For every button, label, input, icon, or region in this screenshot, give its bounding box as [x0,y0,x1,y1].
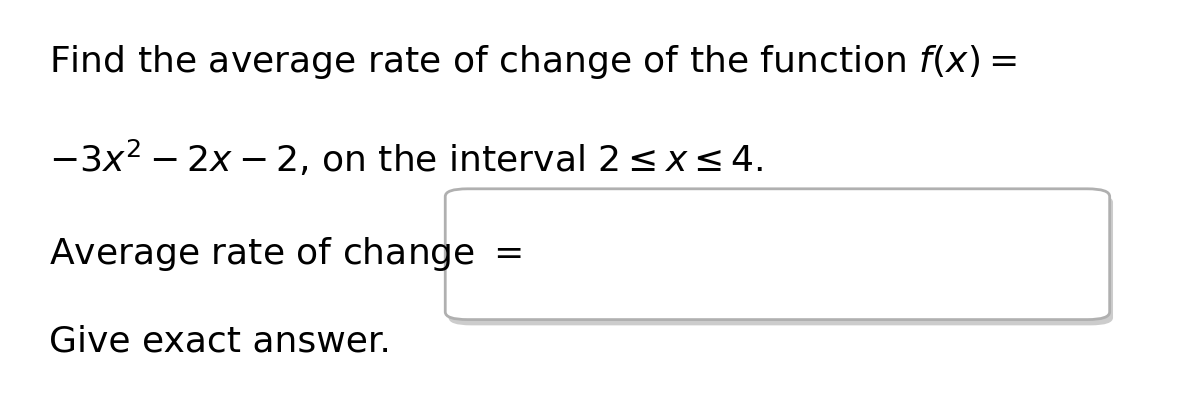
Text: Give exact answer.: Give exact answer. [49,324,391,358]
FancyBboxPatch shape [449,195,1114,325]
FancyBboxPatch shape [445,189,1110,320]
Text: $-3x^2 - 2x - 2$, on the interval $2 \leq x \leq 4$.: $-3x^2 - 2x - 2$, on the interval $2 \le… [49,139,763,179]
Text: Find the average rate of change of the function $f(x) =$: Find the average rate of change of the f… [49,42,1016,81]
Text: Average rate of change $=$: Average rate of change $=$ [49,235,522,273]
